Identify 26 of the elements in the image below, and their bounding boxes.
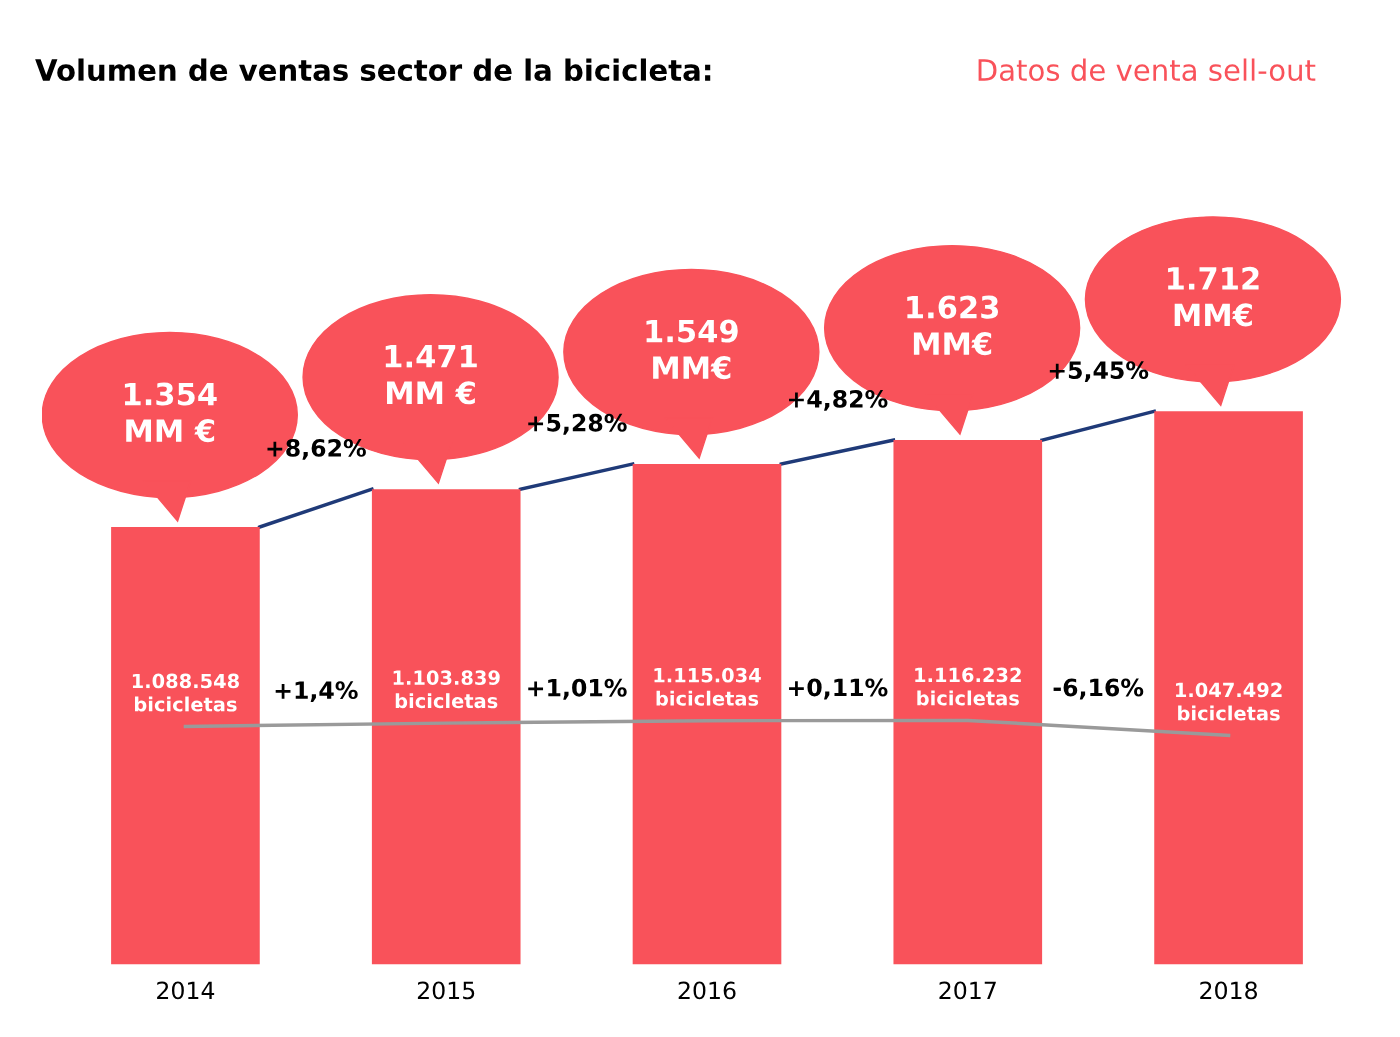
data-label: 1.103.839 bicicletas bbox=[393, 670, 500, 709]
data-label: 1.712 MM€ bbox=[1168, 266, 1259, 327]
x-tick-label: 2018 bbox=[1200, 981, 1257, 1000]
x-tick-label: 2017 bbox=[939, 981, 996, 1000]
data-label: 1.354 MM € bbox=[124, 382, 217, 443]
bar bbox=[632, 464, 782, 965]
x-tick-label: 2016 bbox=[678, 981, 736, 1000]
bar bbox=[893, 440, 1043, 965]
data-label: 1.471 MM € bbox=[385, 345, 477, 405]
data-label: 1.088.548 bicicletas bbox=[132, 673, 239, 712]
annotation: -6,16% bbox=[1053, 678, 1144, 700]
x-tick-label: 2014 bbox=[157, 981, 215, 1000]
data-label: 1.116.232 bicicletas bbox=[915, 667, 1021, 706]
chart-title: Volumen de ventas sector de la bicicleta: bbox=[35, 58, 711, 82]
bar bbox=[111, 527, 260, 965]
data-label: 1.047.492 bicicletas bbox=[1176, 682, 1282, 721]
x-tick-label: 2015 bbox=[417, 981, 475, 1000]
data-label: 1.549 MM€ bbox=[646, 319, 738, 380]
bar bbox=[371, 489, 521, 965]
data-label: 1.115.034 bicicletas bbox=[654, 667, 761, 706]
data-label: 1.623 MM€ bbox=[907, 295, 999, 356]
annotation: +1,4% bbox=[275, 681, 358, 703]
annotation: +1,01% bbox=[528, 678, 627, 700]
bar bbox=[1154, 411, 1303, 965]
annotation: +0,11% bbox=[789, 678, 888, 700]
chart-subtitle: Datos de venta sell-out bbox=[978, 58, 1316, 82]
